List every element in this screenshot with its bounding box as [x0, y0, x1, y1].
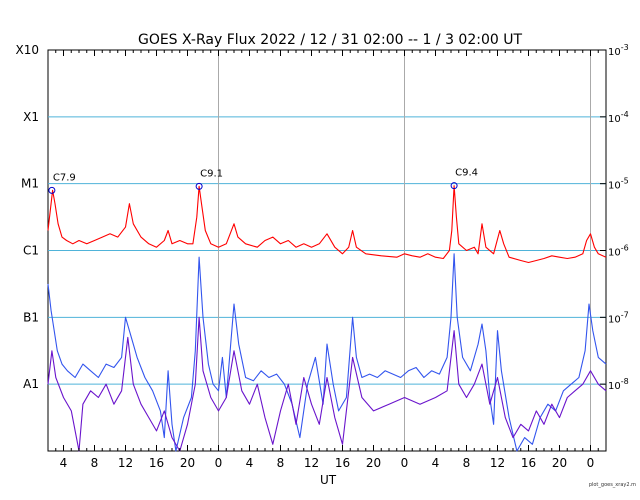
x-tick-label-4: 20: [180, 456, 195, 470]
left-label-x1: X1: [23, 110, 39, 124]
left-axis-labels: X10 X1 M1 C1 B1 A1: [16, 43, 40, 391]
flux-series: [47, 185, 607, 452]
x-tick-label-14: 12: [490, 456, 505, 470]
right-label-0: 10-3: [608, 43, 629, 58]
x-tick-label-17: 0: [587, 456, 595, 470]
chart-title: GOES X-Ray Flux 2022 / 12 / 31 02:00 -- …: [138, 32, 522, 48]
x-tick-label-10: 20: [366, 456, 381, 470]
left-label-b1: B1: [23, 310, 39, 324]
flare-label-1: C9.1: [200, 168, 223, 179]
x-tick-label-0: 4: [60, 456, 68, 470]
day-boundary-lines: [218, 50, 591, 451]
x-tick-label-5: 0: [215, 456, 223, 470]
right-label-1: 10-4: [608, 110, 629, 125]
x-tick-label-6: 4: [246, 456, 254, 470]
x-tick-label-15: 16: [521, 456, 536, 470]
x-tick-label-13: 8: [463, 456, 471, 470]
x-tick-label-3: 16: [149, 456, 164, 470]
x-axis-label: UT: [320, 473, 337, 487]
flare-markers: C7.9 C9.1 C9.4: [48, 168, 478, 194]
right-label-5: 10-8: [608, 377, 629, 392]
x-tick-label-1: 8: [91, 456, 99, 470]
footnote: plot_goes_xray2.m: [589, 482, 636, 488]
flare-label-0: C7.9: [53, 172, 76, 183]
x-tick-label-7: 8: [277, 456, 285, 470]
x-axis-ticks: 4 8 12 16 20 0 4 8 12 16 20 0 4 8 12 16 20 0: [47, 50, 607, 470]
series-line-0: [47, 185, 607, 264]
x-tick-label-2: 12: [118, 456, 133, 470]
right-label-2: 10-5: [608, 177, 629, 192]
flare-marker-1: [195, 182, 203, 190]
left-label-c1: C1: [23, 244, 39, 258]
x-tick-label-12: 4: [432, 456, 440, 470]
flare-label-2: C9.4: [455, 168, 478, 179]
left-label-m1: M1: [21, 177, 39, 191]
series-line-2: [47, 316, 607, 452]
x-tick-label-11: 0: [401, 456, 409, 470]
series-line-1: [47, 253, 607, 452]
left-label-a1: A1: [23, 377, 39, 391]
flare-marker-0: [48, 186, 56, 194]
left-label-x10: X10: [16, 43, 40, 57]
right-axis-labels: 10-3 10-4 10-5 10-6 10-7 10-8: [600, 43, 629, 392]
right-label-3: 10-6: [608, 244, 629, 259]
flare-marker-2: [450, 182, 458, 190]
right-label-4: 10-7: [608, 310, 629, 325]
x-tick-label-8: 12: [304, 456, 319, 470]
gridlines: [48, 116, 606, 385]
x-tick-label-9: 16: [335, 456, 350, 470]
x-tick-label-16: 20: [552, 456, 567, 470]
